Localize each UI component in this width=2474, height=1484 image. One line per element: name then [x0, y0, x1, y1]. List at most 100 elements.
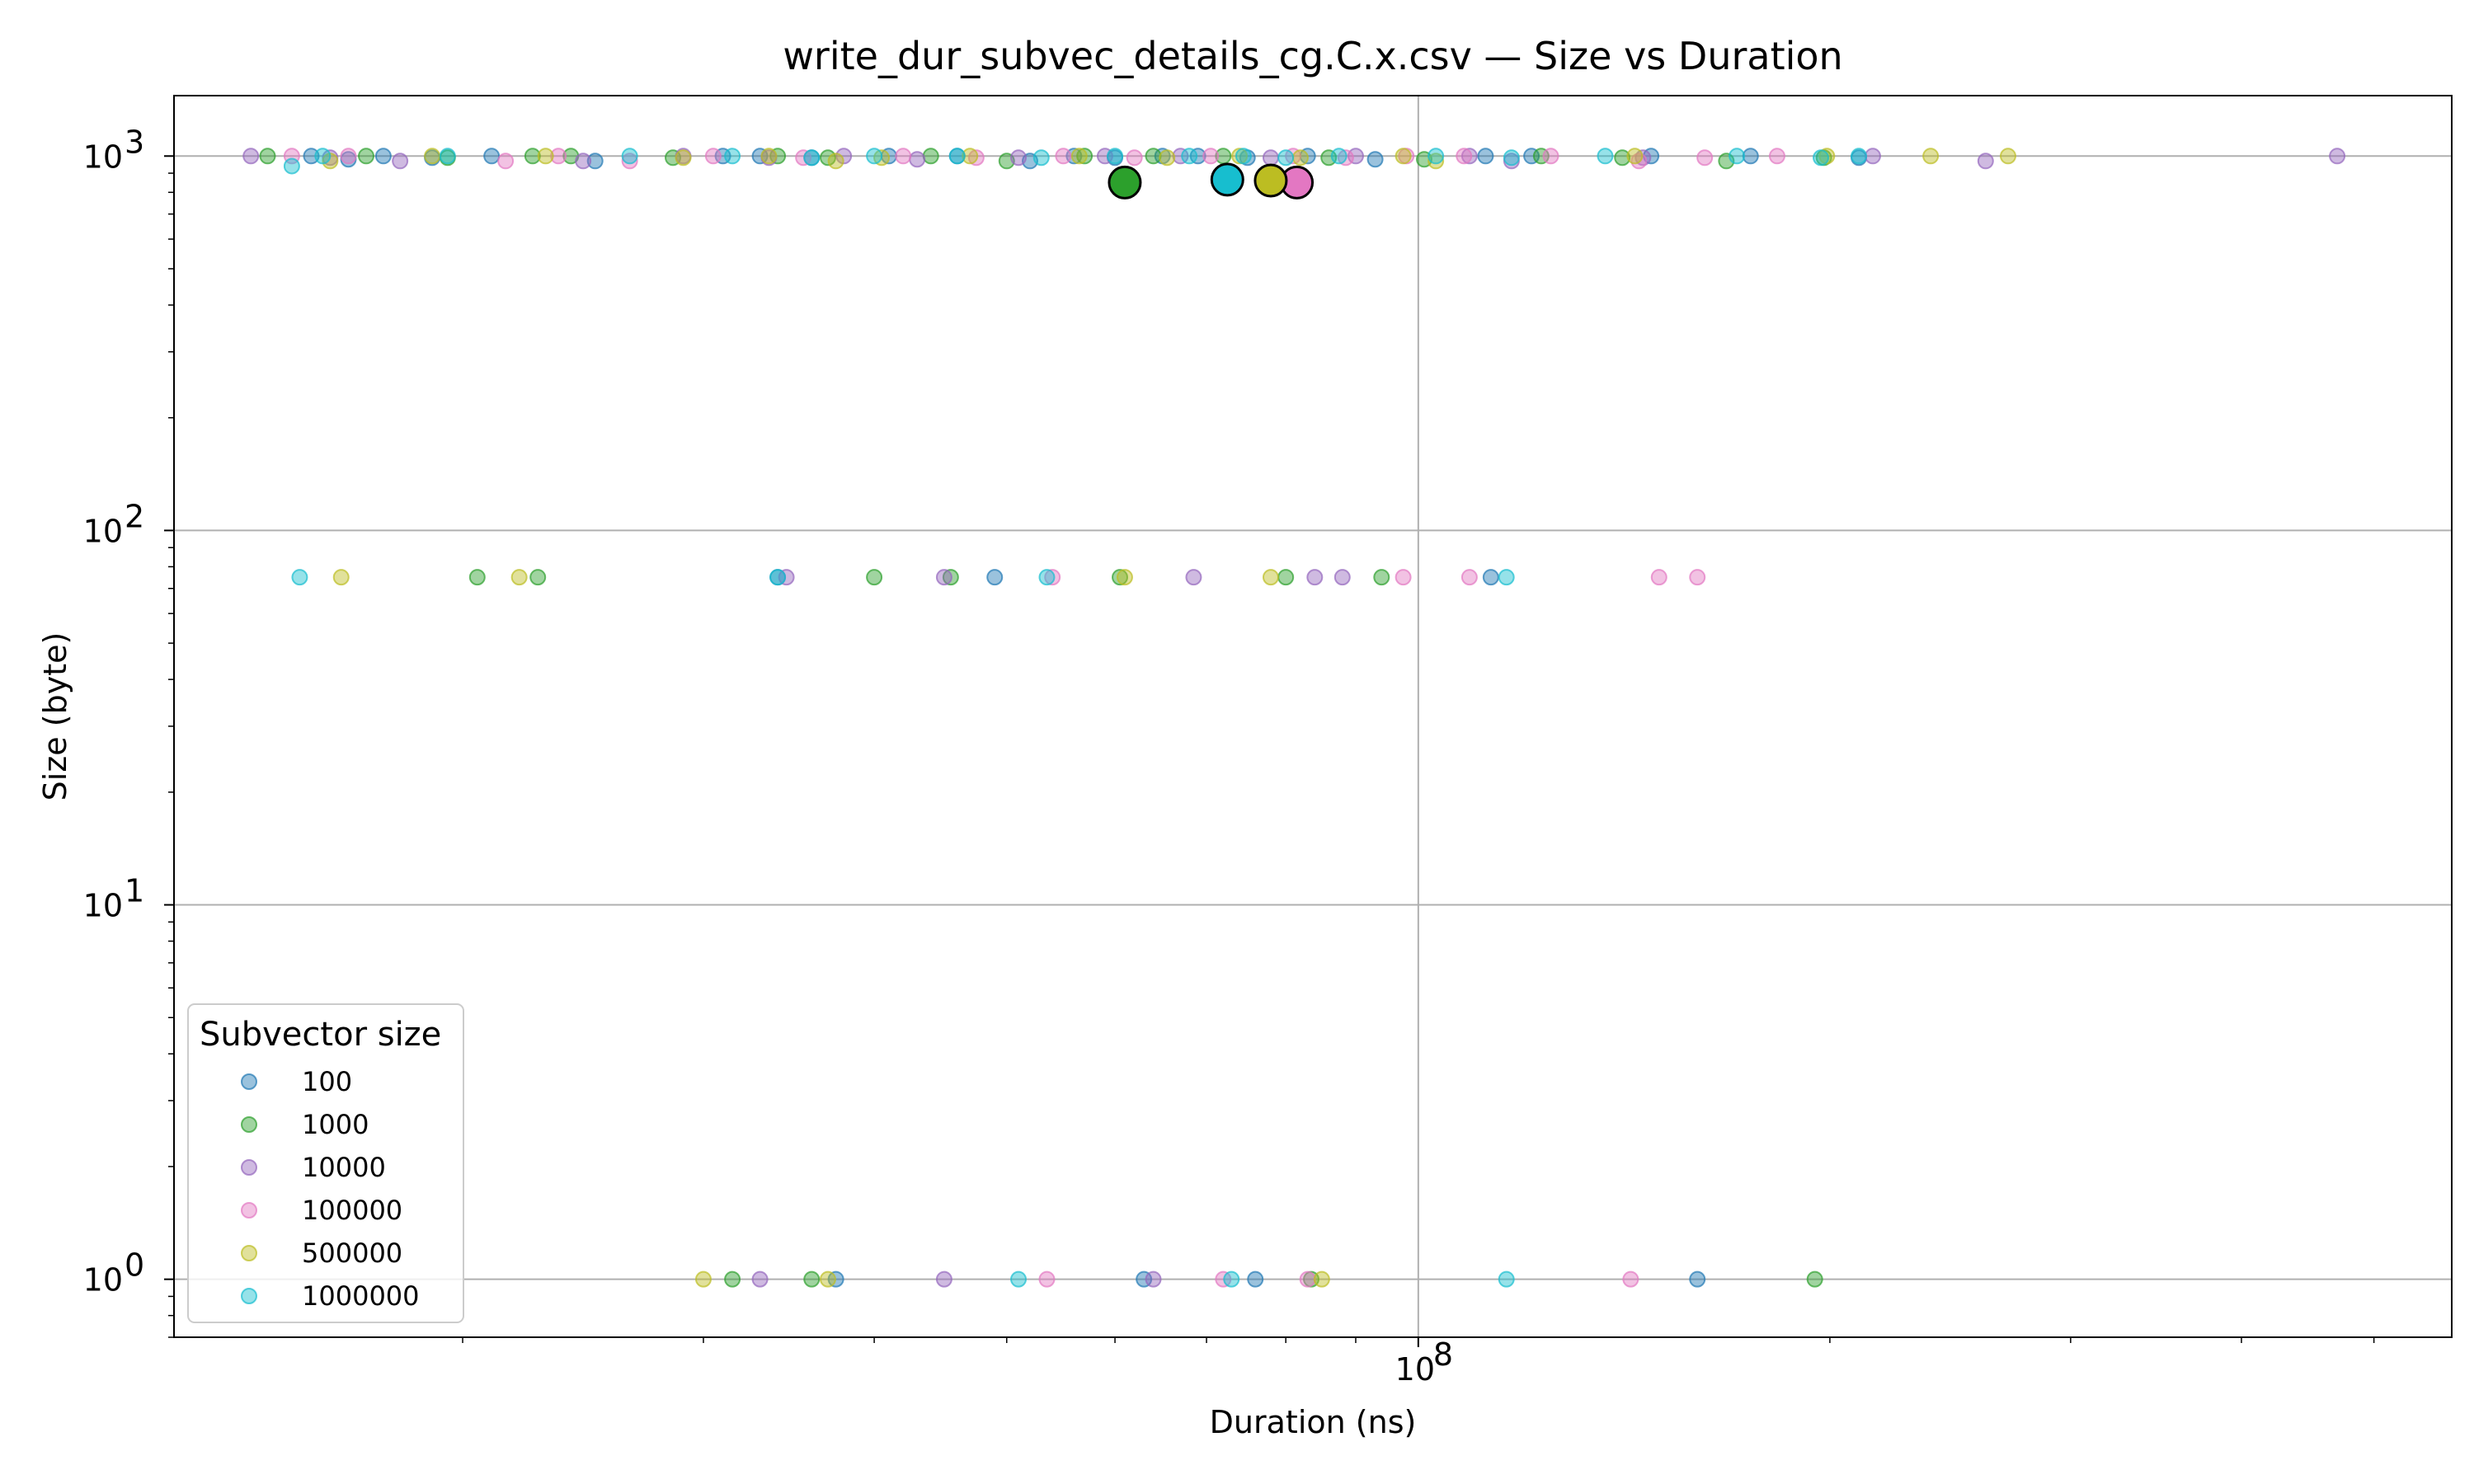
data-point-1000000: [1032, 149, 1050, 167]
mean-marker-500000: [1253, 163, 1288, 198]
data-point-1000: [529, 569, 547, 586]
data-point-100000: [1542, 148, 1559, 165]
data-point-100000: [1460, 569, 1478, 586]
legend-marker-1000000: [241, 1288, 257, 1304]
data-point-100000: [1299, 1270, 1316, 1288]
data-point-10000: [1864, 148, 1881, 165]
plot-frame: [173, 95, 2453, 1338]
legend-marker-10000: [241, 1159, 257, 1176]
y-tick-label: 10: [83, 513, 123, 549]
legend-marker-100000: [241, 1202, 257, 1219]
data-point-100000: [1622, 1270, 1639, 1288]
legend-label-10000: 10000: [302, 1152, 386, 1183]
mean-marker-1000: [1108, 165, 1142, 200]
data-point-10000: [778, 569, 795, 586]
data-point-1000000: [314, 148, 332, 165]
legend-marker-100: [241, 1073, 257, 1090]
data-point-100000: [1689, 569, 1706, 586]
data-point-100: [1366, 151, 1384, 168]
data-point-10000: [909, 151, 926, 168]
legend-label-100: 100: [302, 1066, 352, 1097]
data-point-10000: [1172, 148, 1189, 165]
data-point-10000: [1333, 569, 1351, 586]
chart-title: write_dur_subvec_details_cg.C.x.csv — Si…: [783, 34, 1842, 78]
x-tick-label: 10: [1395, 1351, 1435, 1388]
data-point-1000000: [1235, 148, 1252, 165]
data-point-100: [483, 148, 501, 165]
mean-marker-1000000: [1210, 162, 1244, 197]
data-point-1000: [922, 148, 939, 165]
data-point-500000: [1427, 153, 1445, 170]
legend-label-1000000: 1000000: [302, 1280, 420, 1312]
data-point-1000: [942, 569, 959, 586]
data-point-500000: [332, 569, 350, 586]
data-point-1000: [866, 569, 883, 586]
y-tick-exponent: 1: [125, 873, 144, 909]
data-point-100000: [795, 149, 812, 167]
data-point-10000: [242, 148, 260, 165]
data-point-100000: [1650, 569, 1667, 586]
y-tick-exponent: 0: [125, 1247, 144, 1284]
y-tick-exponent: 3: [125, 124, 144, 160]
data-point-1000000: [1223, 1270, 1240, 1288]
data-point-10000: [1185, 569, 1202, 586]
data-point-1000: [1112, 569, 1129, 586]
data-point-1000000: [291, 569, 308, 586]
data-point-1000: [803, 1270, 821, 1288]
legend-label-500000: 500000: [302, 1237, 402, 1269]
data-point-500000: [1626, 148, 1644, 165]
data-point-100000: [1202, 148, 1220, 165]
data-point-100000: [1696, 149, 1714, 167]
data-point-10000: [1145, 1270, 1162, 1288]
data-point-1000: [524, 148, 541, 165]
data-point-500000: [537, 148, 554, 165]
data-point-1000000: [439, 148, 456, 165]
data-point-500000: [962, 148, 979, 165]
legend-marker-1000: [241, 1116, 257, 1133]
x-axis-label: Duration (ns): [1210, 1404, 1417, 1440]
data-point-1000000: [769, 569, 787, 586]
data-point-1000: [1145, 148, 1162, 165]
data-point-500000: [1291, 149, 1309, 167]
data-point-1000000: [1498, 1270, 1515, 1288]
data-point-500000: [819, 1270, 836, 1288]
data-point-10000: [1306, 569, 1324, 586]
data-point-1000000: [1181, 148, 1198, 165]
data-point-500000: [827, 153, 844, 170]
data-point-1000000: [621, 148, 638, 165]
data-point-1000: [1076, 148, 1094, 165]
data-point-500000: [1395, 148, 1412, 165]
data-point-100000: [1395, 569, 1412, 586]
data-point-500000: [1922, 148, 1940, 165]
data-point-1000000: [866, 148, 883, 165]
data-point-1000000: [803, 149, 821, 167]
data-point-100000: [1456, 148, 1473, 165]
data-point-100000: [621, 153, 638, 170]
y-tick-label: 10: [83, 888, 123, 924]
data-point-1000: [1373, 569, 1390, 586]
data-point-500000: [1262, 569, 1279, 586]
data-point-100000: [1768, 148, 1785, 165]
data-point-100000: [967, 149, 985, 167]
y-tick-label: 10: [83, 139, 123, 175]
data-point-1000000: [948, 148, 966, 165]
x-tick-exponent: 8: [1433, 1336, 1453, 1373]
data-point-500000: [1313, 1270, 1330, 1288]
data-point-10000: [751, 1270, 769, 1288]
legend-marker-500000: [241, 1245, 257, 1261]
data-point-100: [986, 569, 1004, 586]
y-tick-exponent: 2: [125, 498, 144, 534]
data-point-10000: [935, 1270, 952, 1288]
data-point-100000: [1055, 148, 1072, 165]
data-point-500000: [1999, 148, 2016, 165]
data-point-100000: [1044, 569, 1061, 586]
data-point-1000000: [1330, 148, 1348, 165]
data-point-1000000: [1597, 148, 1614, 165]
data-point-100000: [704, 148, 722, 165]
data-point-100000: [497, 153, 515, 170]
data-point-100000: [1126, 149, 1143, 167]
data-point-100: [374, 148, 392, 165]
data-point-500000: [1818, 148, 1836, 165]
data-point-10000: [1010, 149, 1028, 167]
